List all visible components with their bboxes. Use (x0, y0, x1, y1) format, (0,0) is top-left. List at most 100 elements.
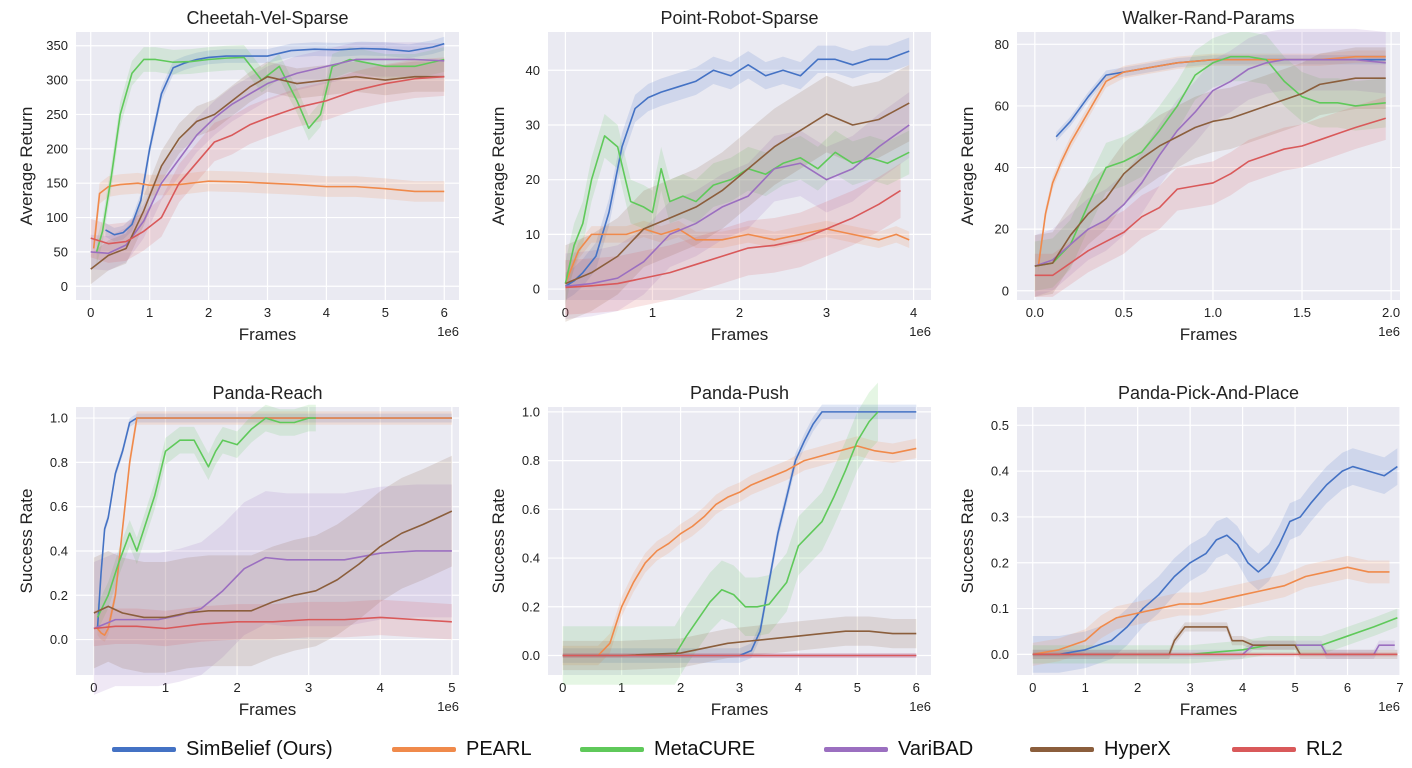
legend-label-simbelief: SimBelief (Ours) (186, 737, 333, 760)
x-tick-label: 6 (1344, 680, 1351, 695)
x-tick-label: 5 (854, 680, 861, 695)
y-tick-label: 0.2 (991, 555, 1009, 570)
x-tick-label: 6 (913, 680, 920, 695)
x-tick-label: 1.0 (1204, 305, 1222, 320)
chart-title: Panda-Pick-And-Place (1118, 383, 1299, 403)
chart-title: Point-Robot-Sparse (660, 8, 818, 28)
x-tick-label: 0 (87, 305, 94, 320)
x-axis-multiplier: 1e6 (1378, 699, 1400, 714)
band-varibad (1034, 28, 1386, 297)
series-line-hyperx (562, 630, 917, 657)
y-axis-label: Average Return (17, 107, 36, 226)
y-tick-label: 0 (533, 282, 540, 297)
y-tick-label: 0.8 (522, 453, 540, 468)
figure-grid: 0 1 2 3 4 5 6050100150200250300350Cheetah-Vel-… (17, 8, 1404, 719)
y-tick-label: 80 (995, 37, 1009, 52)
x-tick-label: 7 (1396, 680, 1403, 695)
y-tick-label: 50 (54, 244, 68, 259)
x-tick-label: 1 (162, 680, 169, 695)
band-simbelief-ours (565, 37, 910, 300)
series-line-metacure (1034, 55, 1386, 267)
series-line-hyperx (93, 510, 453, 619)
legend-swatch-hyperx (1030, 746, 1094, 752)
y-tick-label: 1.0 (50, 411, 68, 426)
x-tick-label: 1 (649, 305, 656, 320)
legend-item-pearl: PEARL (392, 736, 532, 762)
legend-label-rl2: RL2 (1306, 737, 1343, 760)
y-tick-label: 40 (995, 160, 1009, 175)
x-axis-label: Frames (1180, 325, 1238, 344)
x-tick-label: 0 (559, 680, 566, 695)
legend-label-varibad: VariBAD (898, 737, 974, 760)
chart-title: Panda-Push (690, 383, 789, 403)
y-tick-label: 250 (46, 107, 68, 122)
y-axis-label: Average Return (958, 107, 977, 226)
series-line-simbelief-ours (105, 42, 445, 236)
x-tick-label: 3 (305, 680, 312, 695)
legend-item-rl2: RL2 (1232, 736, 1343, 762)
legend-swatch-metacure (580, 746, 644, 752)
x-tick-label: 1 (146, 305, 153, 320)
x-tick-label: 2 (205, 305, 212, 320)
x-tick-label: 0 (562, 305, 569, 320)
x-tick-label: 2 (677, 680, 684, 695)
series-line-rl2 (90, 75, 445, 245)
series-line-hyperx (90, 75, 445, 270)
plot-background (1017, 407, 1400, 675)
series-line-rl2 (565, 189, 901, 289)
x-tick-label: 4 (795, 680, 802, 695)
series-line-metacure (564, 135, 910, 284)
series-line-pearl (564, 228, 910, 284)
chart-walker-rand-params: 0.0 0.5 1.0 1.5 2.0 0 20 40 60 80 Walker-Rand-Para… (958, 8, 1400, 344)
x-tick-label: 5 (448, 680, 455, 695)
band-rl2 (90, 57, 445, 263)
y-tick-label: 0.3 (991, 509, 1009, 524)
x-axis-label: Frames (239, 325, 297, 344)
band-hyperx (1032, 622, 1398, 659)
chart-cheetah-vel-sparse: 0 1 2 3 4 5 6 0 50 100 150 200 250 300 350 Cheetah-Vel-… (17, 8, 459, 344)
x-tick-label: 0.0 (1026, 305, 1044, 320)
chart-title: Panda-Reach (212, 383, 322, 403)
y-tick-label: 100 (46, 210, 68, 225)
series-line-varibad (90, 58, 445, 255)
series-line-varibad (1034, 58, 1386, 267)
y-tick-label: 0 (1002, 283, 1009, 298)
legend-item-varibad: VariBAD (824, 736, 973, 762)
x-tick-label: 1 (618, 680, 625, 695)
legend-item-hyperx: HyperX (1030, 736, 1171, 762)
legend-item-metacure: MetaCURE (580, 736, 755, 762)
x-tick-label: 2 (1134, 680, 1141, 695)
series-line-rl2 (1034, 117, 1386, 277)
series-line-varibad (565, 124, 910, 288)
y-tick-label: 350 (46, 38, 68, 53)
y-tick-label: 0.8 (50, 455, 68, 470)
y-tick-label: 0.0 (522, 648, 540, 663)
band-simbelief-ours (1056, 55, 1386, 142)
y-tick-label: 0.2 (522, 599, 540, 614)
band-metacure (565, 114, 910, 306)
x-axis-multiplier: 1e6 (1378, 324, 1400, 339)
x-tick-label: 0 (1029, 680, 1036, 695)
series-line-simbelief-ours (564, 50, 910, 288)
band-simbelief-ours (105, 36, 445, 242)
x-axis-multiplier: 1e6 (909, 324, 931, 339)
y-tick-label: 0.6 (522, 502, 540, 517)
band-metacure (97, 404, 316, 631)
y-tick-label: 0.0 (50, 632, 68, 647)
chart-title: Walker-Rand-Params (1122, 8, 1294, 28)
y-tick-label: 1.0 (522, 404, 540, 419)
y-axis-label: Success Rate (489, 489, 508, 594)
y-tick-label: 300 (46, 73, 68, 88)
y-tick-label: 0.5 (991, 418, 1009, 433)
x-axis-label: Frames (711, 325, 769, 344)
series-line-pearl (1032, 566, 1390, 656)
series-line-metacure (562, 411, 879, 657)
chart-panda-pick-and-place: 0 1 2 3 4 5 6 7 0.0 0.1 0.2 0.3 0.4 0.5 Panda-Pick-And… (958, 383, 1404, 719)
x-tick-label: 1 (1082, 680, 1089, 695)
x-tick-label: 4 (910, 305, 917, 320)
y-tick-label: 20 (526, 172, 540, 187)
x-tick-label: 3 (1187, 680, 1194, 695)
x-tick-label: 2 (233, 680, 240, 695)
legend-swatch-pearl (392, 746, 456, 752)
x-tick-label: 6 (441, 305, 448, 320)
